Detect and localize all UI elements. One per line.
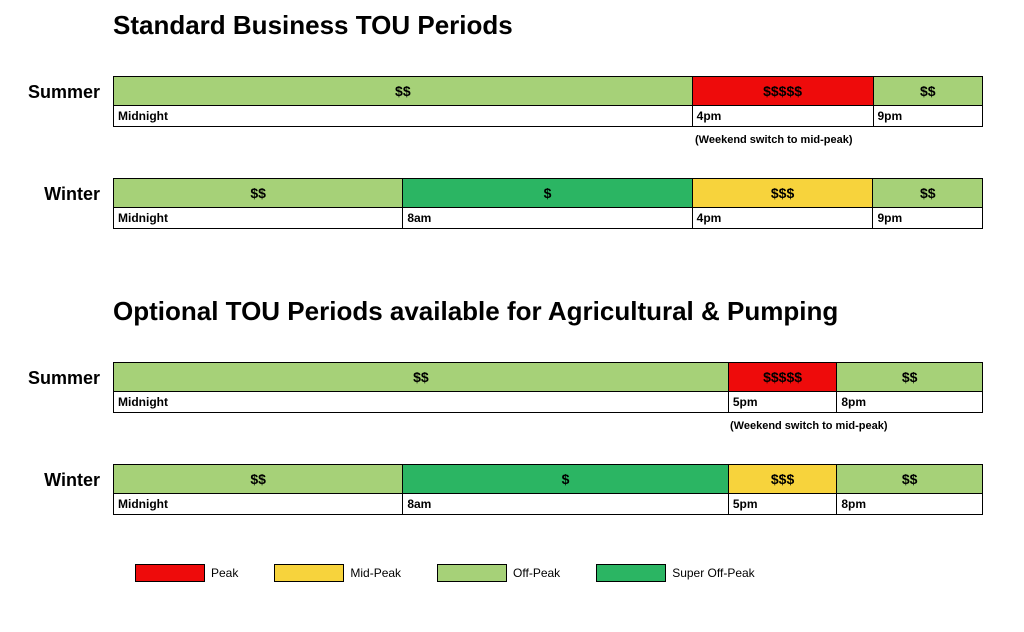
legend-swatch <box>437 564 507 582</box>
time-tick: 9pm <box>874 106 983 126</box>
legend-label: Super Off-Peak <box>672 566 755 580</box>
period-segment: $ <box>403 179 692 207</box>
time-tick: Midnight <box>114 494 403 514</box>
time-tick: 8am <box>403 494 729 514</box>
period-bar: $$$$$$$$$ <box>113 76 983 106</box>
legend-swatch <box>274 564 344 582</box>
period-segment: $$ <box>874 77 983 105</box>
period-bar: $$$$$$$$$ <box>113 362 983 392</box>
row-label: Winter <box>10 184 100 205</box>
time-tick: 4pm <box>693 106 874 126</box>
legend-label: Off-Peak <box>513 566 560 580</box>
time-tick: Midnight <box>114 392 729 412</box>
row-label: Winter <box>10 470 100 491</box>
footnote: (Weekend switch to mid-peak) <box>695 134 853 146</box>
time-tick: 8pm <box>837 392 982 412</box>
period-segment: $$ <box>114 465 403 493</box>
time-tick: 5pm <box>729 494 838 514</box>
time-axis: Midnight8am5pm8pm <box>113 493 983 515</box>
period-segment: $$ <box>114 179 403 207</box>
time-tick: 5pm <box>729 392 838 412</box>
period-segment: $$ <box>837 363 982 391</box>
legend-label: Mid-Peak <box>350 566 401 580</box>
period-segment: $$$$$ <box>729 363 838 391</box>
legend-label: Peak <box>211 566 238 580</box>
time-tick: 8pm <box>837 494 982 514</box>
period-segment: $$ <box>114 363 729 391</box>
time-axis: Midnight4pm9pm <box>113 105 983 127</box>
legend-swatch <box>596 564 666 582</box>
time-axis: Midnight8am4pm9pm <box>113 207 983 229</box>
period-segment: $$ <box>114 77 693 105</box>
period-bar: $$$$$$$$ <box>113 464 983 494</box>
time-tick: 9pm <box>873 208 982 228</box>
time-tick: 8am <box>403 208 692 228</box>
legend: Peak Mid-Peak Off-Peak Super Off-Peak <box>135 564 785 582</box>
row-label: Summer <box>10 82 100 103</box>
period-segment: $ <box>403 465 729 493</box>
period-segment: $$$ <box>693 179 874 207</box>
period-segment: $$$ <box>729 465 838 493</box>
footnote: (Weekend switch to mid-peak) <box>730 420 888 432</box>
section-title: Standard Business TOU Periods <box>113 10 513 41</box>
time-tick: 4pm <box>693 208 874 228</box>
period-segment: $$ <box>837 465 982 493</box>
time-tick: Midnight <box>114 106 693 126</box>
time-tick: Midnight <box>114 208 403 228</box>
period-segment: $$ <box>873 179 982 207</box>
legend-swatch <box>135 564 205 582</box>
row-label: Summer <box>10 368 100 389</box>
period-segment: $$$$$ <box>693 77 874 105</box>
section-title: Optional TOU Periods available for Agric… <box>113 296 838 327</box>
period-bar: $$$$$$$$ <box>113 178 983 208</box>
time-axis: Midnight5pm8pm <box>113 391 983 413</box>
